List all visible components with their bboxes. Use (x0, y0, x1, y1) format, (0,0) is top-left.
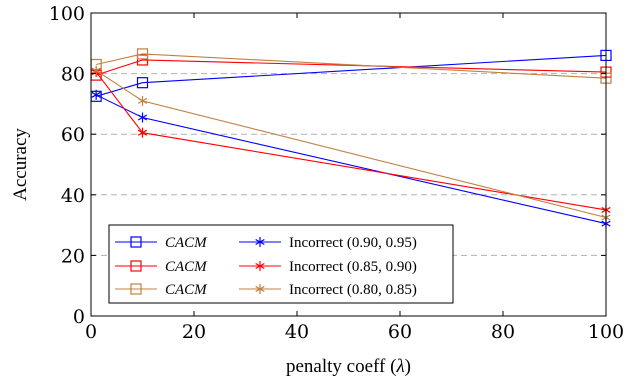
legend-label-2: CACM (165, 282, 208, 298)
legend-label-1: CACM (165, 259, 208, 275)
data-point-1-1 (136, 54, 149, 66)
legend-entry-4: Incorrect (0.85, 0.90) (239, 259, 417, 275)
x-tick-label-80: 80 (491, 321, 515, 343)
legend-marker-5 (255, 284, 265, 294)
x-axis-title-close: ) (405, 356, 411, 377)
x-tick-label-100: 100 (588, 321, 624, 343)
y-tick-label-80: 80 (61, 64, 85, 86)
legend-entry-5: Incorrect (0.80, 0.85) (239, 282, 417, 298)
x-tick-label-60: 60 (388, 321, 412, 343)
data-point-5-0 (91, 65, 101, 76)
series-line-4 (95, 71, 607, 211)
legend-marker-1 (130, 260, 142, 272)
series-line-5 (95, 70, 607, 219)
x-axis-title-main: penalty coeff ( (286, 356, 396, 377)
x-axis-title: penalty coeff (λ) (286, 356, 411, 377)
legend-entry-1: CACM (115, 259, 208, 275)
legend-label-3: Incorrect (0.90, 0.95) (289, 235, 417, 251)
series-3 (91, 89, 611, 229)
x-tick-label-20: 20 (182, 321, 206, 343)
series-layer (90, 48, 612, 229)
legend: CACM CACM CACM Incorrect (0.90, 0.95) Incorr… (108, 224, 454, 304)
series-line-1 (95, 59, 607, 76)
series-0 (90, 49, 612, 102)
x-tick-label-0: 0 (85, 321, 97, 343)
legend-entry-2: CACM (115, 282, 208, 298)
y-tick-label-0: 0 (73, 306, 85, 328)
legend-marker-3 (255, 237, 265, 247)
data-point-3-0 (91, 89, 101, 100)
axis-ticks: 0 20 40 60 80 100 0 20 40 60 80 100 (49, 3, 624, 343)
data-point-5-1 (137, 95, 148, 106)
legend-label-4: Incorrect (0.85, 0.90) (289, 259, 417, 275)
series-line-3 (95, 94, 607, 225)
y-tick-label-40: 40 (61, 185, 85, 207)
data-point-3-1 (137, 112, 148, 123)
x-tick-label-40: 40 (285, 321, 309, 343)
legend-marker-0 (130, 236, 142, 248)
series-4 (91, 67, 611, 215)
legend-label-5: Incorrect (0.80, 0.85) (289, 282, 417, 298)
legend-marker-4 (255, 261, 265, 271)
y-tick-label-20: 20 (61, 245, 85, 267)
series-5 (91, 65, 611, 223)
legend-marker-2 (130, 283, 142, 295)
legend-entry-3: Incorrect (0.90, 0.95) (239, 235, 417, 251)
plot-frame (90, 12, 607, 317)
y-axis-title: Accuracy (10, 128, 31, 201)
x-axis-title-lambda: λ (395, 356, 404, 377)
legend-label-0: CACM (165, 235, 208, 251)
series-1 (90, 54, 612, 81)
series-line-2 (96, 53, 607, 79)
y-tick-label-100: 100 (49, 3, 85, 25)
data-point-2-1 (136, 48, 149, 60)
series-2 (90, 48, 612, 84)
data-point-0-1 (136, 77, 149, 89)
legend-entry-0: CACM (115, 235, 208, 251)
data-point-4-1 (137, 127, 148, 138)
y-tick-label-60: 60 (61, 124, 85, 146)
legend-box (108, 224, 454, 304)
series-line-0 (95, 54, 607, 97)
